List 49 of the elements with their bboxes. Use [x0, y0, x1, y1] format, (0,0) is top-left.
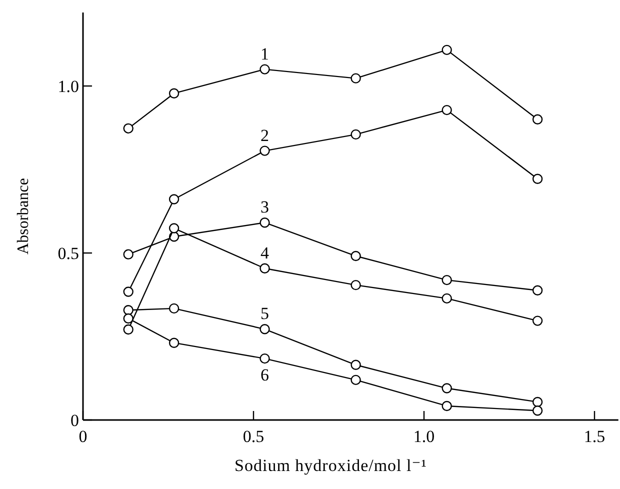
- point: [442, 293, 452, 304]
- y-tick-label: 1.0: [58, 77, 79, 96]
- point: [260, 64, 270, 74]
- point: [168, 88, 180, 98]
- series-label: 5: [260, 304, 270, 324]
- point: [260, 263, 270, 274]
- point: [532, 406, 543, 416]
- point: [123, 313, 134, 324]
- point: [350, 73, 361, 84]
- point: [123, 286, 134, 297]
- point: [168, 194, 180, 204]
- point: [442, 104, 452, 116]
- point: [532, 285, 543, 296]
- point: [532, 396, 543, 408]
- point: [260, 218, 270, 228]
- series-label: 4: [260, 243, 270, 262]
- point: [350, 360, 361, 370]
- point: [350, 250, 361, 262]
- point: [123, 249, 134, 260]
- point: [168, 338, 180, 348]
- point: [350, 280, 361, 290]
- point: [442, 400, 452, 412]
- point: [123, 123, 134, 134]
- point: [260, 324, 270, 334]
- x-tick-label: 1.5: [584, 427, 606, 446]
- y-tick-label: 0.5: [58, 244, 79, 263]
- y-axis-title: Absorbance: [15, 178, 32, 254]
- x-tick-label: 0.5: [242, 427, 264, 446]
- point: [168, 223, 180, 234]
- point: [532, 316, 543, 326]
- point: [442, 44, 452, 56]
- point: [260, 353, 270, 364]
- series-label: 6: [260, 366, 270, 385]
- point: [442, 383, 452, 394]
- point: [532, 114, 543, 124]
- series-label: 2: [260, 126, 270, 145]
- series-label: 1: [260, 44, 270, 64]
- point: [123, 305, 134, 316]
- point: [350, 129, 361, 140]
- point: [350, 374, 361, 386]
- y-tick-label: 0: [70, 411, 79, 430]
- point: [260, 146, 270, 156]
- x-axis-title: Sodium hydroxide/mol l⁻¹: [234, 456, 427, 475]
- x-tick-label: 1.0: [413, 427, 435, 446]
- point: [168, 303, 180, 314]
- point: [123, 324, 134, 335]
- point: [532, 174, 543, 184]
- point: [442, 274, 452, 286]
- series-label: 3: [260, 198, 270, 217]
